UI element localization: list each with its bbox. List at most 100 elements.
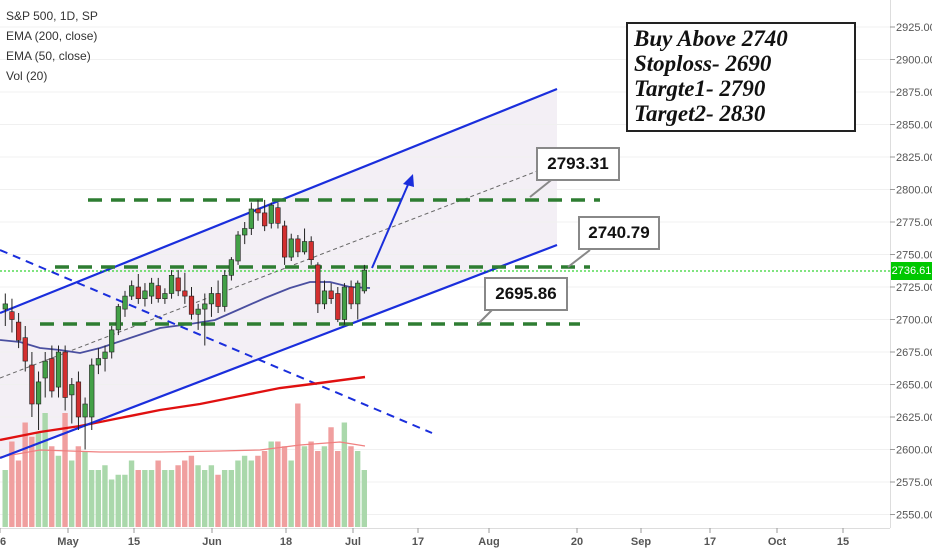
candle-body <box>301 241 308 253</box>
volume-bar <box>188 455 195 527</box>
y-tick-label: 2850.00 <box>896 120 932 132</box>
candle-body <box>35 381 42 405</box>
volume-bar <box>295 403 301 527</box>
y-tick-label: 2775.00 <box>896 217 932 229</box>
x-tick-label: 15 <box>837 536 849 548</box>
volume-bar <box>75 446 82 527</box>
volume-bar <box>128 460 135 527</box>
candle-body <box>22 337 28 362</box>
volume-bar <box>255 455 261 527</box>
y-tick-label: 2650.00 <box>896 380 932 392</box>
candle-body <box>9 311 15 320</box>
volume-bar <box>361 470 367 527</box>
x-tick-label: 6 <box>0 536 6 548</box>
candle-body <box>355 282 361 305</box>
y-tick-label: 2675.00 <box>896 347 932 359</box>
candle-body <box>149 282 155 297</box>
candle-body <box>248 208 254 229</box>
volume-bar <box>2 470 8 527</box>
y-tick-label: 2600.00 <box>896 445 932 457</box>
x-tick-label: Sep <box>631 536 651 548</box>
price-axis[interactable]: 2925.00 2900.00 2875.00 2850.00 2825.00 2800.… <box>890 22 932 522</box>
callout-mid-pointer <box>567 249 591 268</box>
legend-ema50[interactable]: EMA (50, close) <box>6 49 91 63</box>
candle-body <box>182 290 188 297</box>
x-tick-label: 15 <box>128 536 140 548</box>
current-price-tag: 2736.61 <box>891 262 932 280</box>
chart-legend: S&P 500, 1D, SP EMA (200, close) EMA (50… <box>6 6 98 86</box>
candle-body <box>69 384 75 396</box>
x-tick-label: 17 <box>412 536 424 548</box>
volume-bar <box>315 451 321 527</box>
candle-body <box>115 306 121 331</box>
candles <box>2 199 368 450</box>
candle-body <box>295 238 301 253</box>
y-tick-label: 2875.00 <box>896 87 932 99</box>
candle-body <box>135 286 141 299</box>
volume-bar <box>288 460 294 527</box>
volume-bar <box>221 470 228 527</box>
target-arrow-head <box>403 174 414 187</box>
x-tick-label: Jul <box>345 536 361 548</box>
callout-lower[interactable]: 2695.86 <box>484 277 568 311</box>
volume-bar <box>29 436 35 527</box>
candle-body <box>235 234 241 262</box>
volume-bar <box>208 465 215 527</box>
volume-bar <box>42 413 48 527</box>
volume-bar <box>195 465 201 527</box>
candle-body <box>122 295 128 310</box>
channel-midline <box>0 169 541 379</box>
volume-bar <box>102 465 108 527</box>
legend-ema200[interactable]: EMA (200, close) <box>6 29 98 43</box>
ema200-line <box>0 375 366 442</box>
y-tick-label: 2625.00 <box>896 412 932 424</box>
candle-body <box>75 381 82 418</box>
volume-bar <box>235 460 241 527</box>
callout-upper[interactable]: 2793.31 <box>536 147 620 181</box>
y-tick-label: 2750.00 <box>896 250 932 262</box>
grid <box>0 26 890 515</box>
time-axis[interactable]: 6 May 15 Jun 18 Jul 17 Aug 20 Sep 17 Oct 15 <box>0 528 849 548</box>
candle-body <box>202 303 208 310</box>
volume-bar <box>142 470 148 527</box>
y-tick-label: 2575.00 <box>896 477 932 489</box>
candle-body <box>315 264 321 305</box>
callout-lower-pointer <box>477 309 493 325</box>
candle-body <box>42 360 48 379</box>
trade-plan-line1: Buy Above 2740 <box>634 26 788 51</box>
callout-mid[interactable]: 2740.79 <box>578 216 660 250</box>
volume-bar <box>301 446 308 527</box>
candle-body <box>82 403 88 418</box>
trade-plan-line4: Target2- 2830 <box>634 101 766 126</box>
volume-bar <box>328 427 334 527</box>
legend-volume[interactable]: Vol (20) <box>6 69 48 83</box>
candle-body <box>341 286 348 320</box>
volume-bar <box>182 460 188 527</box>
volume-bar <box>69 460 75 527</box>
volume-bar <box>108 479 115 527</box>
candle-body <box>262 212 268 227</box>
candle-body <box>228 259 235 276</box>
volume-bar <box>248 460 254 527</box>
candle-body <box>208 293 215 305</box>
volume-bar <box>155 460 161 527</box>
volume-bar <box>49 446 55 527</box>
candle-body <box>155 285 161 300</box>
volume-bar <box>261 451 268 527</box>
volume-bar <box>148 470 155 527</box>
y-tick-label: 2825.00 <box>896 152 932 164</box>
candle-body <box>281 225 288 258</box>
candle-body <box>109 329 115 353</box>
candle-body <box>188 295 195 315</box>
candle-body <box>288 238 294 258</box>
legend-symbol[interactable]: S&P 500, 1D, SP <box>6 9 98 23</box>
volume-bar <box>115 474 121 527</box>
channel-fill <box>0 89 557 458</box>
candle-body <box>275 207 281 224</box>
candle-body <box>348 286 354 305</box>
volume-bar <box>15 460 22 527</box>
volume-bar <box>241 455 248 527</box>
x-tick-label: 20 <box>571 536 583 548</box>
candle-body <box>335 293 341 320</box>
